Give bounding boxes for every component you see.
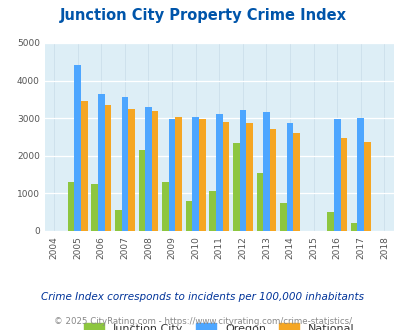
Bar xyxy=(256,173,262,231)
Bar xyxy=(68,182,74,231)
Bar xyxy=(185,201,192,231)
Bar xyxy=(245,123,252,231)
Bar xyxy=(222,122,228,231)
Bar xyxy=(198,119,205,231)
Bar xyxy=(81,101,87,231)
Bar xyxy=(340,139,346,231)
Bar xyxy=(262,112,269,231)
Bar xyxy=(151,111,158,231)
Bar xyxy=(168,119,175,231)
Bar xyxy=(128,109,134,231)
Bar xyxy=(104,105,111,231)
Bar xyxy=(175,116,181,231)
Bar xyxy=(292,133,299,231)
Bar xyxy=(145,107,151,231)
Bar xyxy=(138,150,145,231)
Bar xyxy=(279,203,286,231)
Text: Junction City Property Crime Index: Junction City Property Crime Index xyxy=(60,8,345,23)
Bar xyxy=(91,184,98,231)
Bar xyxy=(357,118,363,231)
Bar xyxy=(121,97,128,231)
Bar xyxy=(192,117,198,231)
Legend: Junction City, Oregon, National: Junction City, Oregon, National xyxy=(79,319,358,330)
Bar xyxy=(74,65,81,231)
Bar xyxy=(363,142,370,231)
Bar xyxy=(162,182,168,231)
Text: © 2025 CityRating.com - https://www.cityrating.com/crime-statistics/: © 2025 CityRating.com - https://www.city… xyxy=(54,317,351,326)
Bar xyxy=(115,210,121,231)
Bar xyxy=(209,191,215,231)
Bar xyxy=(98,94,104,231)
Bar xyxy=(286,123,292,231)
Bar xyxy=(232,143,239,231)
Bar xyxy=(269,129,276,231)
Bar xyxy=(239,110,245,231)
Bar xyxy=(215,114,222,231)
Text: Crime Index corresponds to incidents per 100,000 inhabitants: Crime Index corresponds to incidents per… xyxy=(41,292,364,302)
Bar xyxy=(350,223,357,231)
Bar xyxy=(333,119,340,231)
Bar xyxy=(326,212,333,231)
